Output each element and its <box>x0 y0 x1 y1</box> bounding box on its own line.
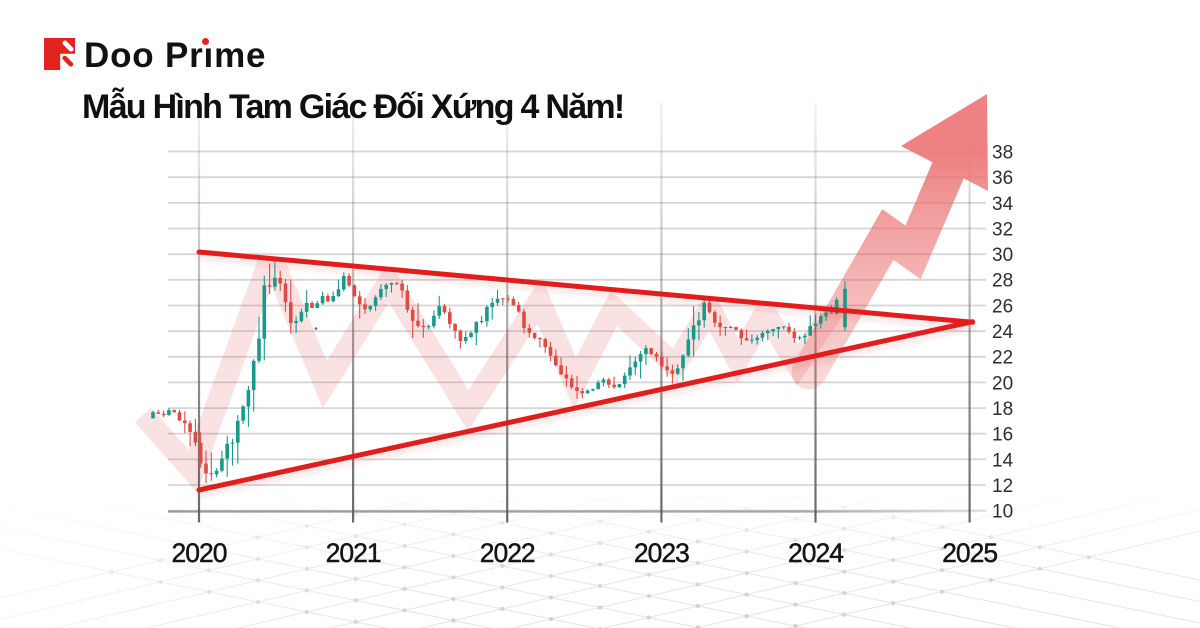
svg-text:28: 28 <box>992 271 1013 292</box>
svg-text:2024: 2024 <box>788 538 843 568</box>
svg-text:2020: 2020 <box>172 538 227 568</box>
svg-text:10: 10 <box>992 502 1013 523</box>
svg-text:2021: 2021 <box>326 538 381 568</box>
svg-text:12: 12 <box>992 476 1013 497</box>
svg-text:20: 20 <box>992 373 1013 394</box>
svg-text:26: 26 <box>992 296 1013 317</box>
svg-text:24: 24 <box>992 322 1014 343</box>
svg-text:38: 38 <box>992 142 1013 163</box>
svg-text:22: 22 <box>992 348 1013 369</box>
svg-text:18: 18 <box>992 399 1013 420</box>
svg-text:36: 36 <box>992 168 1013 189</box>
svg-text:2023: 2023 <box>634 538 689 568</box>
svg-text:2022: 2022 <box>480 538 535 568</box>
svg-text:34: 34 <box>992 194 1014 215</box>
svg-text:30: 30 <box>992 245 1013 266</box>
svg-text:16: 16 <box>992 425 1013 446</box>
svg-text:14: 14 <box>992 450 1014 471</box>
svg-text:2025: 2025 <box>942 538 997 568</box>
svg-text:32: 32 <box>992 219 1013 240</box>
